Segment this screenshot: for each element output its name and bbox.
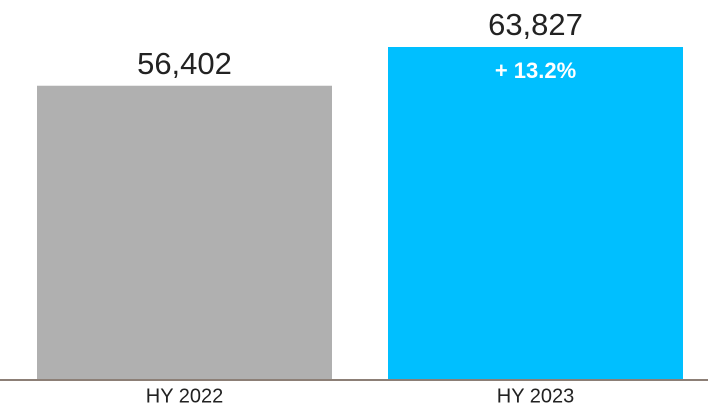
x-tick-label: HY 2023 [497,385,574,407]
bar [37,85,332,380]
value-label: 63,827 [488,7,583,42]
bar [388,47,683,380]
x-tick-label: HY 2022 [146,385,223,407]
change-annotation: + 13.2% [495,58,576,83]
value-label: 56,402 [137,46,232,81]
